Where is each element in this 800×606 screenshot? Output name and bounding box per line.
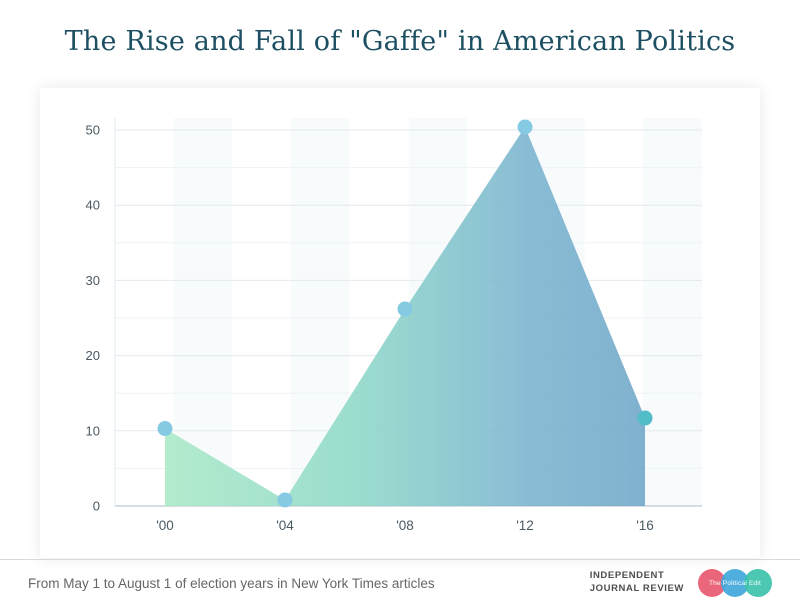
y-tick-label: 50 — [86, 123, 100, 138]
logo-text: The Political Edit — [708, 580, 761, 587]
data-point — [157, 421, 173, 437]
political-edit-logo: The Political Edit — [698, 568, 772, 598]
data-point — [277, 492, 293, 508]
footer-divider — [0, 559, 800, 560]
logo-circle-teal — [744, 569, 772, 597]
ijr-logo: INDEPENDENT JOURNAL REVIEW — [590, 570, 684, 596]
data-point — [517, 119, 533, 135]
y-tick-label: 30 — [86, 273, 100, 288]
y-tick-label: 0 — [93, 499, 100, 514]
ijr-logo-line2: JOURNAL REVIEW — [589, 583, 684, 594]
footer-branding: INDEPENDENT JOURNAL REVIEW The Political… — [590, 568, 772, 598]
data-point — [397, 301, 413, 317]
x-tick-label: '00 — [156, 518, 174, 533]
chart-caption: From May 1 to August 1 of election years… — [28, 575, 435, 591]
x-tick-label: '12 — [516, 518, 534, 533]
footer: From May 1 to August 1 of election years… — [0, 560, 800, 606]
plot-band — [643, 118, 702, 506]
x-tick-label: '04 — [276, 518, 294, 533]
data-point — [637, 410, 653, 426]
x-tick-label: '08 — [396, 518, 414, 533]
y-tick-label: 20 — [86, 348, 100, 363]
area-series — [165, 126, 645, 506]
page-title: The Rise and Fall of "Gaffe" in American… — [64, 26, 736, 57]
y-tick-label: 10 — [86, 423, 100, 438]
y-tick-label: 40 — [86, 198, 100, 213]
chart-canvas: 0 10 20 30 40 50 '00 '04 '08 '12 '16 — [86, 118, 702, 533]
gaffe-area-chart: 0 10 20 30 40 50 '00 '04 '08 '12 '16 — [40, 88, 760, 558]
x-tick-label: '16 — [636, 518, 654, 533]
ijr-logo-line1: INDEPENDENT — [589, 570, 665, 582]
